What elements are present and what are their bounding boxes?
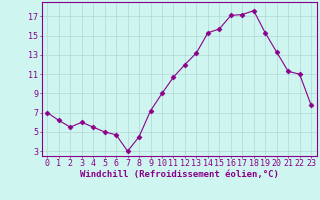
X-axis label: Windchill (Refroidissement éolien,°C): Windchill (Refroidissement éolien,°C) (80, 170, 279, 179)
